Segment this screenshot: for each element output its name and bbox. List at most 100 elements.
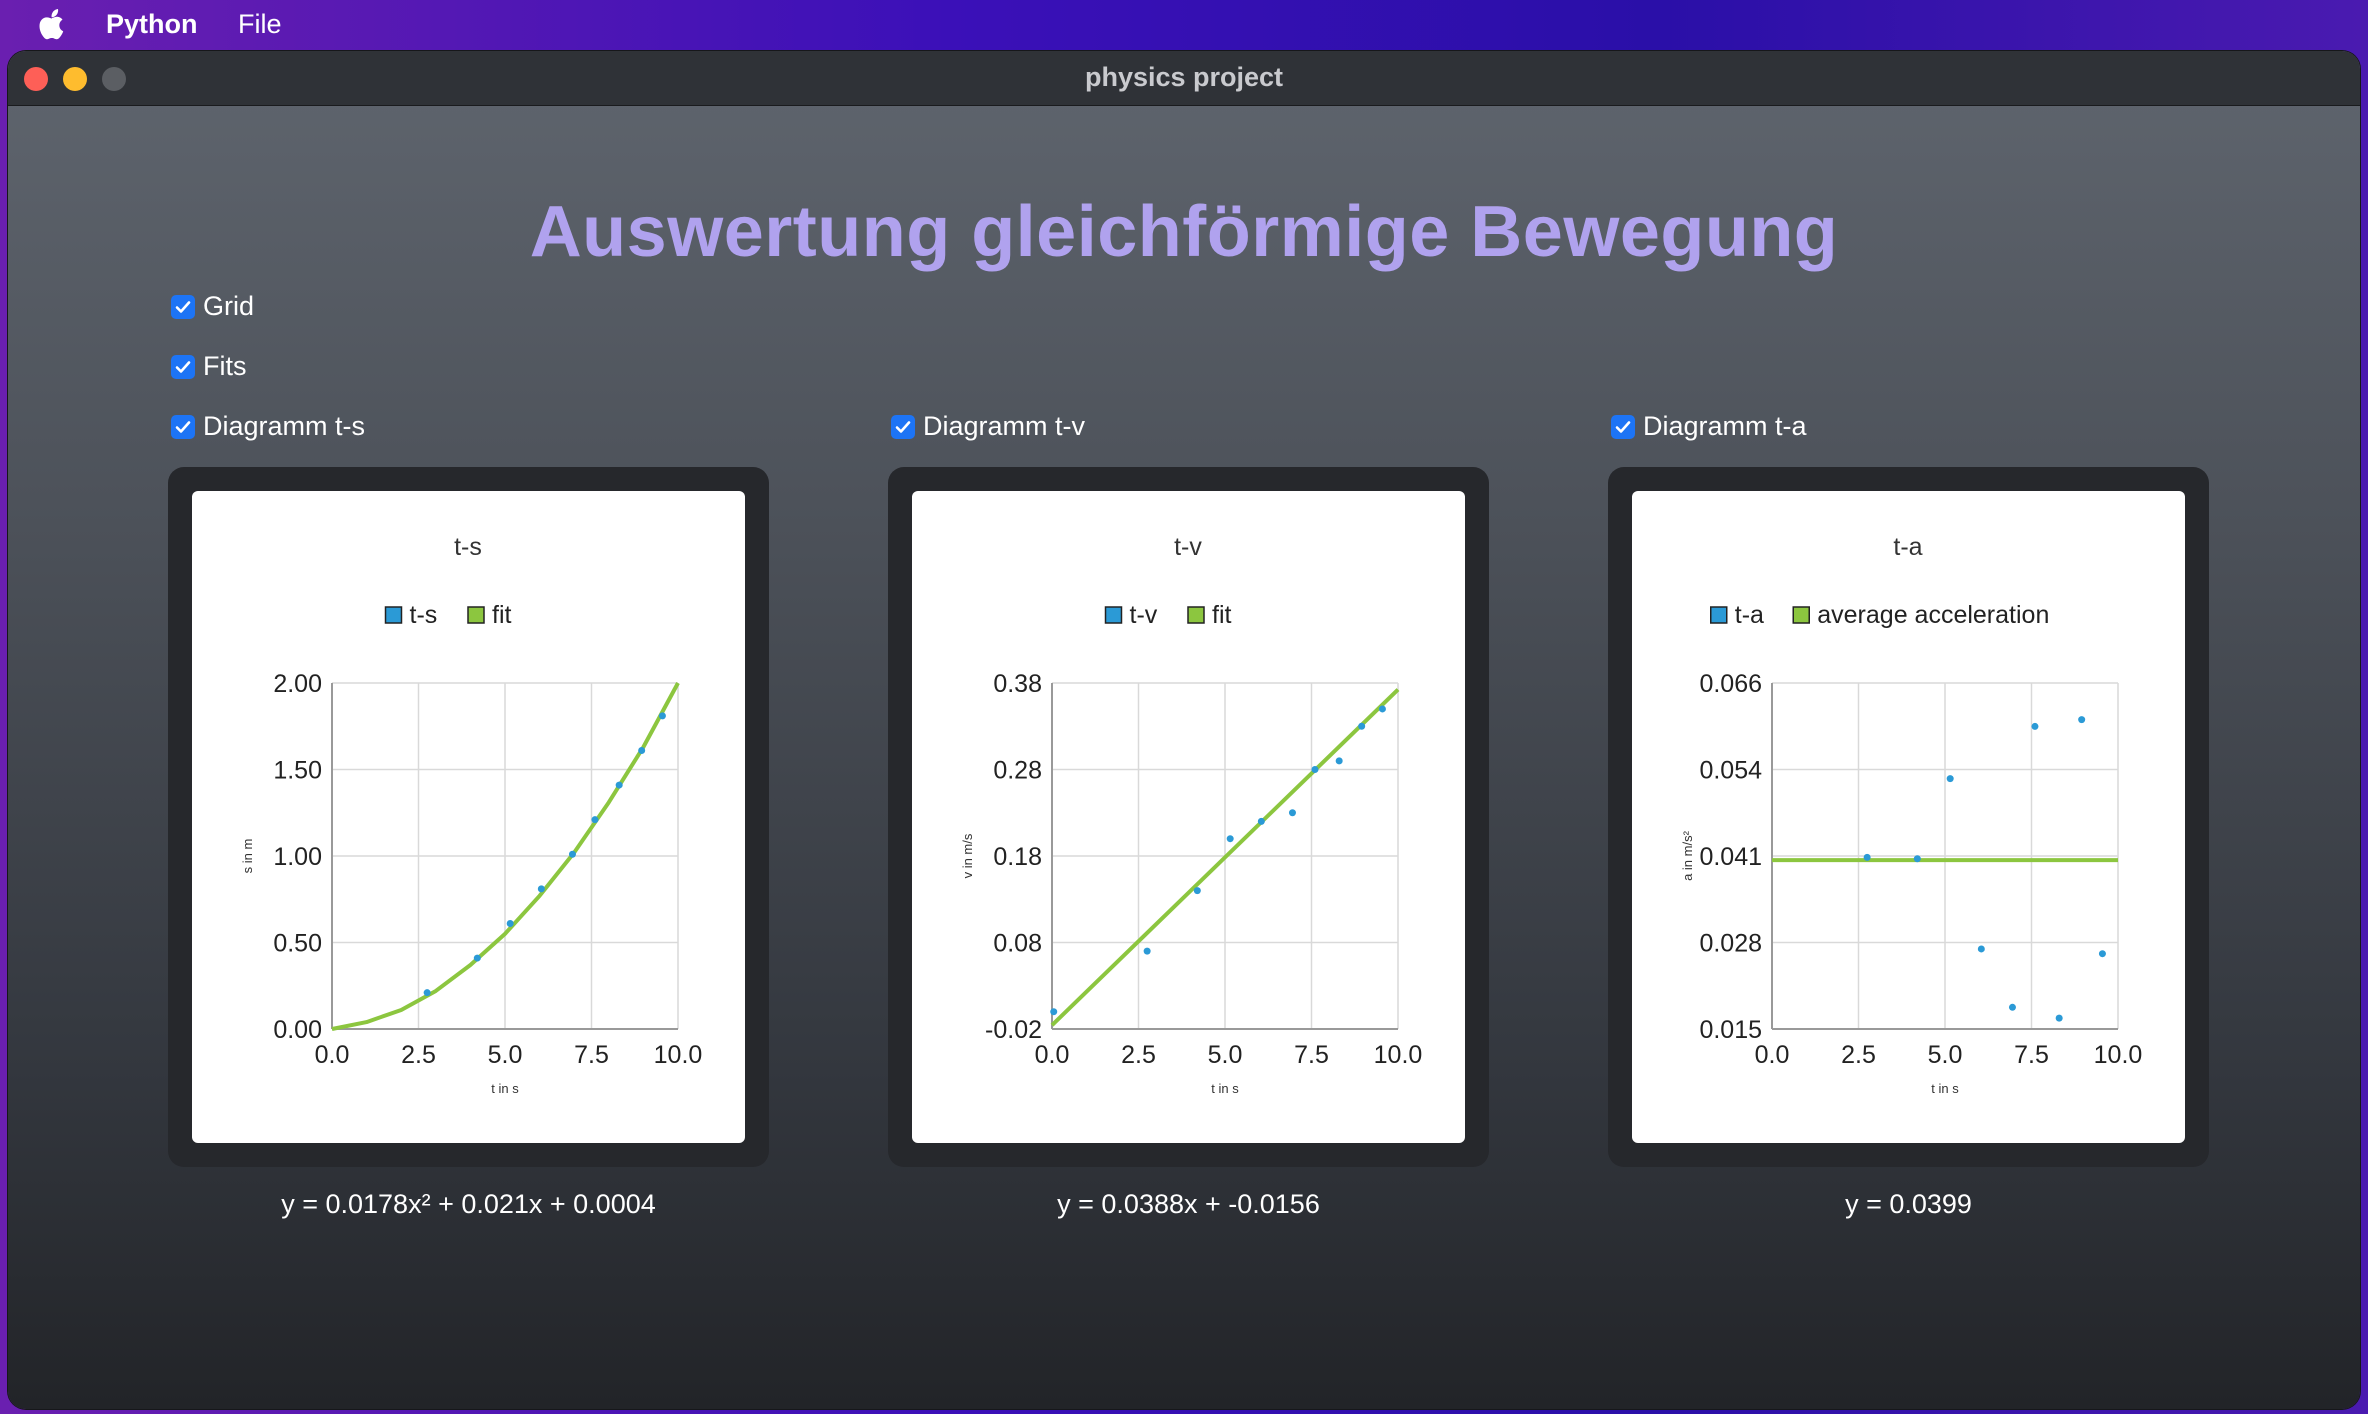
data-point	[2031, 722, 2039, 730]
grid-checkbox[interactable]: Grid	[171, 291, 254, 322]
y-tick-label: 0.041	[1699, 843, 1762, 871]
chart-title: t-s	[454, 533, 482, 561]
y-tick-label: 0.028	[1699, 930, 1762, 958]
data-point	[2078, 716, 2086, 724]
data-point	[2055, 1014, 2063, 1022]
data-point	[1913, 855, 1921, 863]
chart-ta: t-a t-a average acceleration 0.0 2.5 5.0 7.5 10…	[1680, 533, 2142, 1096]
minimize-window-button[interactable]	[63, 67, 87, 91]
data-point	[1311, 766, 1319, 773]
x-tick-label: 2.5	[401, 1041, 436, 1069]
y-tick-label: 0.054	[1699, 757, 1762, 785]
fit-formula-ts: y = 0.0178x² + 0.021x + 0.0004	[281, 1189, 656, 1219]
x-tick-label: 5.0	[1208, 1041, 1243, 1069]
diagram-ts-checkbox[interactable]: Diagramm t-s	[171, 411, 365, 442]
diagram-tv-checkbox-label: Diagramm t-v	[923, 411, 1086, 441]
chart-card-ts: t-s t-s fit 0.0 2.5 5.0 7.5 10.0 0.00 0.50 1.00 1.5…	[192, 491, 745, 1143]
x-tick-label: 7.5	[1294, 1041, 1329, 1069]
close-window-button[interactable]	[24, 67, 48, 91]
data-point	[506, 919, 514, 927]
checkbox-checked-icon[interactable]	[171, 414, 195, 439]
y-tick-label: 1.50	[273, 757, 322, 785]
diagram-tv-checkbox[interactable]: Diagramm t-v	[891, 411, 1085, 442]
chart-panel-tv: t-v t-v fit 0.0 2.5 5.0 7.5 10.0 -0.02 0.08 0.18 0.…	[888, 467, 1489, 1167]
menu-file[interactable]: File	[238, 9, 282, 39]
diagram-ta-checkbox-label: Diagramm t-a	[1643, 411, 1807, 441]
data-point	[658, 712, 666, 720]
chart-card-ta: t-a t-a average acceleration 0.0 2.5 5.0 7.5 10…	[1632, 491, 2185, 1143]
data-point	[2098, 950, 2106, 958]
legend-label: t-v	[1130, 601, 1158, 629]
y-tick-label: 0.08	[993, 930, 1042, 958]
fit-line	[1050, 688, 1400, 1027]
title-bar: physics project	[8, 51, 2360, 106]
y-axis-label: s in m	[240, 839, 255, 874]
data-point	[1977, 945, 1985, 953]
diagram-ta-checkbox[interactable]: Diagramm t-a	[1611, 411, 1807, 442]
y-tick-label: 2.00	[273, 670, 322, 698]
y-tick-label: 0.50	[273, 930, 322, 958]
data-point	[2008, 1003, 2016, 1011]
y-tick-label: 0.38	[993, 670, 1042, 698]
data-point	[1050, 1008, 1058, 1016]
data-point	[1863, 853, 1871, 861]
y-tick-label: 1.00	[273, 843, 322, 871]
legend-swatch	[467, 606, 485, 624]
y-tick-label: 0.28	[993, 757, 1042, 785]
data-point	[591, 816, 599, 824]
y-tick-label: 0.066	[1699, 670, 1762, 698]
legend-swatch	[1710, 606, 1728, 624]
x-tick-label: 5.0	[1928, 1041, 1963, 1069]
data-point	[1193, 887, 1201, 895]
chart-title: t-a	[1893, 533, 1922, 561]
legend-label: t-a	[1735, 601, 1764, 629]
x-tick-label: 2.5	[1121, 1041, 1156, 1069]
y-tick-label: 0.015	[1699, 1016, 1762, 1044]
legend-label: average acceleration	[1817, 601, 2049, 629]
checkbox-checked-icon[interactable]	[171, 294, 195, 319]
x-tick-label: 0.0	[1755, 1041, 1790, 1069]
menu-bar: Python File	[0, 0, 2368, 46]
page-title: Auswertung gleichförmige Bewegung	[529, 192, 1839, 272]
fits-checkbox[interactable]: Fits	[171, 351, 247, 382]
x-axis-label: t in s	[491, 1081, 519, 1096]
chart-card-tv: t-v t-v fit 0.0 2.5 5.0 7.5 10.0 -0.02 0.08 0.18 0.…	[912, 491, 1465, 1143]
y-tick-label: 0.18	[993, 843, 1042, 871]
data-point	[1335, 757, 1343, 765]
chart-ts: t-s t-s fit 0.0 2.5 5.0 7.5 10.0 0.00 0.50 1.00 1.5…	[240, 533, 703, 1096]
grid-checkbox-label: Grid	[203, 291, 255, 321]
checkbox-checked-icon[interactable]	[1611, 414, 1635, 439]
y-axis-label: v in m/s	[960, 833, 975, 878]
data-point	[1378, 705, 1386, 713]
legend-label: fit	[1212, 601, 1232, 629]
menu-app-name[interactable]: Python	[106, 9, 198, 39]
apple-icon[interactable]	[36, 6, 68, 40]
x-tick-label: 7.5	[574, 1041, 609, 1069]
data-point	[568, 850, 576, 858]
x-tick-label: 10.0	[654, 1041, 703, 1069]
x-axis-label: t in s	[1931, 1081, 1959, 1096]
checkbox-checked-icon[interactable]	[891, 414, 915, 439]
chart-panel-ta: t-a t-a average acceleration 0.0 2.5 5.0 7.5 10…	[1608, 467, 2209, 1167]
chart-title: t-v	[1174, 533, 1202, 561]
x-axis-label: t in s	[1211, 1081, 1239, 1096]
fits-checkbox-label: Fits	[203, 351, 247, 381]
fit-formula-tv: y = 0.0388x + -0.0156	[1057, 1189, 1320, 1219]
data-point	[1143, 947, 1151, 955]
data-point	[423, 989, 431, 997]
checkbox-checked-icon[interactable]	[171, 354, 195, 379]
data-point	[1288, 809, 1296, 817]
x-tick-label: 0.0	[1035, 1041, 1070, 1069]
data-point	[615, 781, 623, 789]
x-tick-label: 10.0	[1374, 1041, 1423, 1069]
data-point	[1226, 835, 1234, 843]
legend-swatch	[1187, 606, 1205, 624]
y-axis-label: a in m/s²	[1680, 830, 1695, 881]
zoom-window-button[interactable]	[102, 67, 126, 91]
app-window: physics project Auswertung gleichförmige…	[8, 51, 2360, 1409]
fit-formula-ta: y = 0.0399	[1845, 1189, 1972, 1219]
y-tick-label: -0.02	[985, 1016, 1042, 1044]
diagram-ts-checkbox-label: Diagramm t-s	[203, 411, 366, 441]
data-point	[1946, 775, 1954, 783]
window-title: physics project	[1084, 62, 1284, 92]
